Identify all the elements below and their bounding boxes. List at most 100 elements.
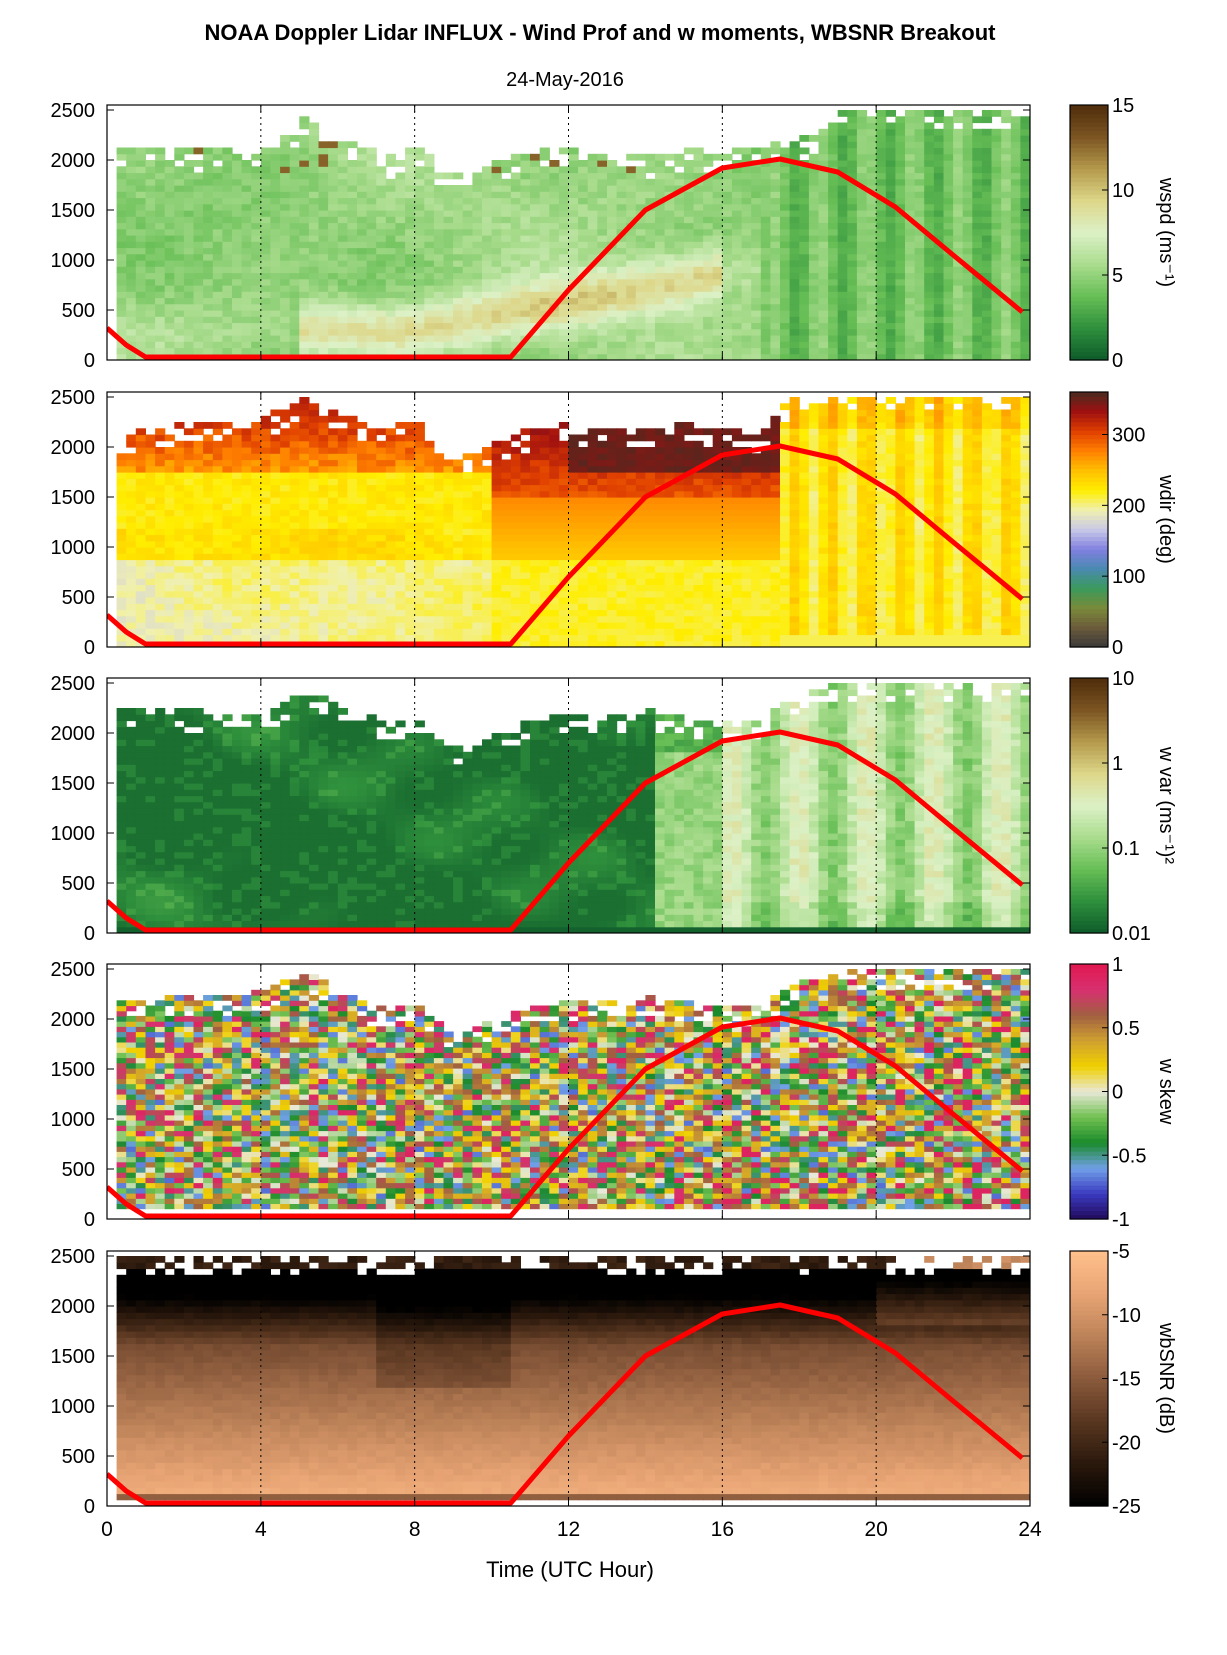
heatmap-cell [530,241,541,249]
heatmap-cell [510,565,521,573]
heatmap-cell [405,503,416,511]
heatmap-cell [155,553,166,561]
heatmap-cell [376,522,387,529]
heatmap-cell [318,472,329,479]
heatmap-cell [193,266,204,274]
heatmap-cell [539,440,550,448]
heatmap-cell [674,278,685,286]
heatmap-cell [703,347,714,355]
heatmap-cell [126,285,137,292]
heatmap-cell [232,185,243,192]
heatmap-cell [962,310,973,317]
heatmap-cell [539,341,550,349]
heatmap-cell [212,303,223,311]
heatmap-cell [433,590,445,598]
heatmap-cell [876,122,887,130]
heatmap-cell [299,272,310,280]
heatmap-cell [472,634,483,642]
heatmap-cell [414,490,425,498]
heatmap-cell [981,260,993,267]
heatmap-cell [943,266,954,274]
heatmap-cell [472,628,483,636]
heatmap-cell [828,341,839,349]
heatmap-cell [549,534,560,542]
heatmap-cell [828,278,839,286]
heatmap-cell [395,322,406,330]
heatmap-cell [203,203,214,211]
heatmap-cell [962,272,973,280]
heatmap-cell [645,278,656,286]
heatmap-cell [520,478,531,486]
heatmap-cell [530,434,541,442]
heatmap-cell [914,191,925,199]
heatmap-cell [337,235,348,242]
heatmap-cell [549,197,560,205]
heatmap-cell [731,285,743,292]
heatmap-cell [933,197,945,205]
heatmap-cell [520,222,531,230]
heatmap-cell [251,422,262,429]
heatmap-cell [847,203,858,211]
heatmap-cell [299,559,310,567]
heatmap-cell [299,553,310,561]
heatmap-cell [549,428,560,436]
heatmap-cell [645,153,656,161]
heatmap-cell [914,216,925,224]
heatmap-cell [482,291,493,299]
heatmap-cell [280,247,291,255]
heatmap-cell [164,191,175,199]
colorbar-segment [1070,283,1108,289]
heatmap-cell [780,191,791,199]
heatmap-cell [635,260,646,267]
heatmap-cell [241,478,252,486]
heatmap-cell [308,615,320,623]
heatmap-cell [645,235,656,242]
heatmap-cell [530,484,541,492]
heatmap-cell [847,241,858,249]
heatmap-cell [530,490,541,498]
heatmap-cell [135,335,146,342]
heatmap-cell [876,322,887,330]
heatmap-cell [693,272,704,280]
heatmap-cell [501,565,512,573]
heatmap-cell [299,615,310,623]
heatmap-cell [472,316,483,324]
heatmap-cell [482,490,493,498]
heatmap-cell [578,341,589,349]
heatmap-cell [183,285,195,292]
heatmap-cell [837,197,848,205]
heatmap-cell [155,534,166,542]
heatmap-cell [299,465,310,473]
heatmap-cell [837,266,848,274]
colorbar-segment [1070,126,1108,132]
heatmap-cell [222,203,233,211]
heatmap-cell [366,547,377,554]
heatmap-cell [760,310,771,317]
heatmap-cell [443,341,454,349]
heatmap-cell [1020,128,1030,136]
heatmap-cell [357,553,368,561]
heatmap-cell [183,459,195,467]
heatmap-cell [366,503,377,511]
heatmap-cell [251,241,262,249]
heatmap-cell [616,197,627,205]
heatmap-cell [299,609,310,617]
heatmap-cell [318,216,329,224]
heatmap-cell [933,141,945,149]
heatmap-cell [635,222,646,230]
heatmap-cell [972,316,983,324]
heatmap-cell [587,322,598,330]
heatmap-cell [308,278,320,286]
colorbar-segment [1070,207,1108,212]
heatmap-cell [289,503,300,511]
heatmap-cell [482,628,493,636]
heatmap-cell [251,603,262,611]
heatmap-cell [703,266,714,274]
heatmap-cell [347,434,358,442]
heatmap-cell [260,247,271,255]
heatmap-cell [193,478,204,486]
heatmap-cell [260,447,271,454]
heatmap-cell [1001,203,1012,211]
heatmap-cell [462,634,473,642]
heatmap-cell [472,310,483,317]
